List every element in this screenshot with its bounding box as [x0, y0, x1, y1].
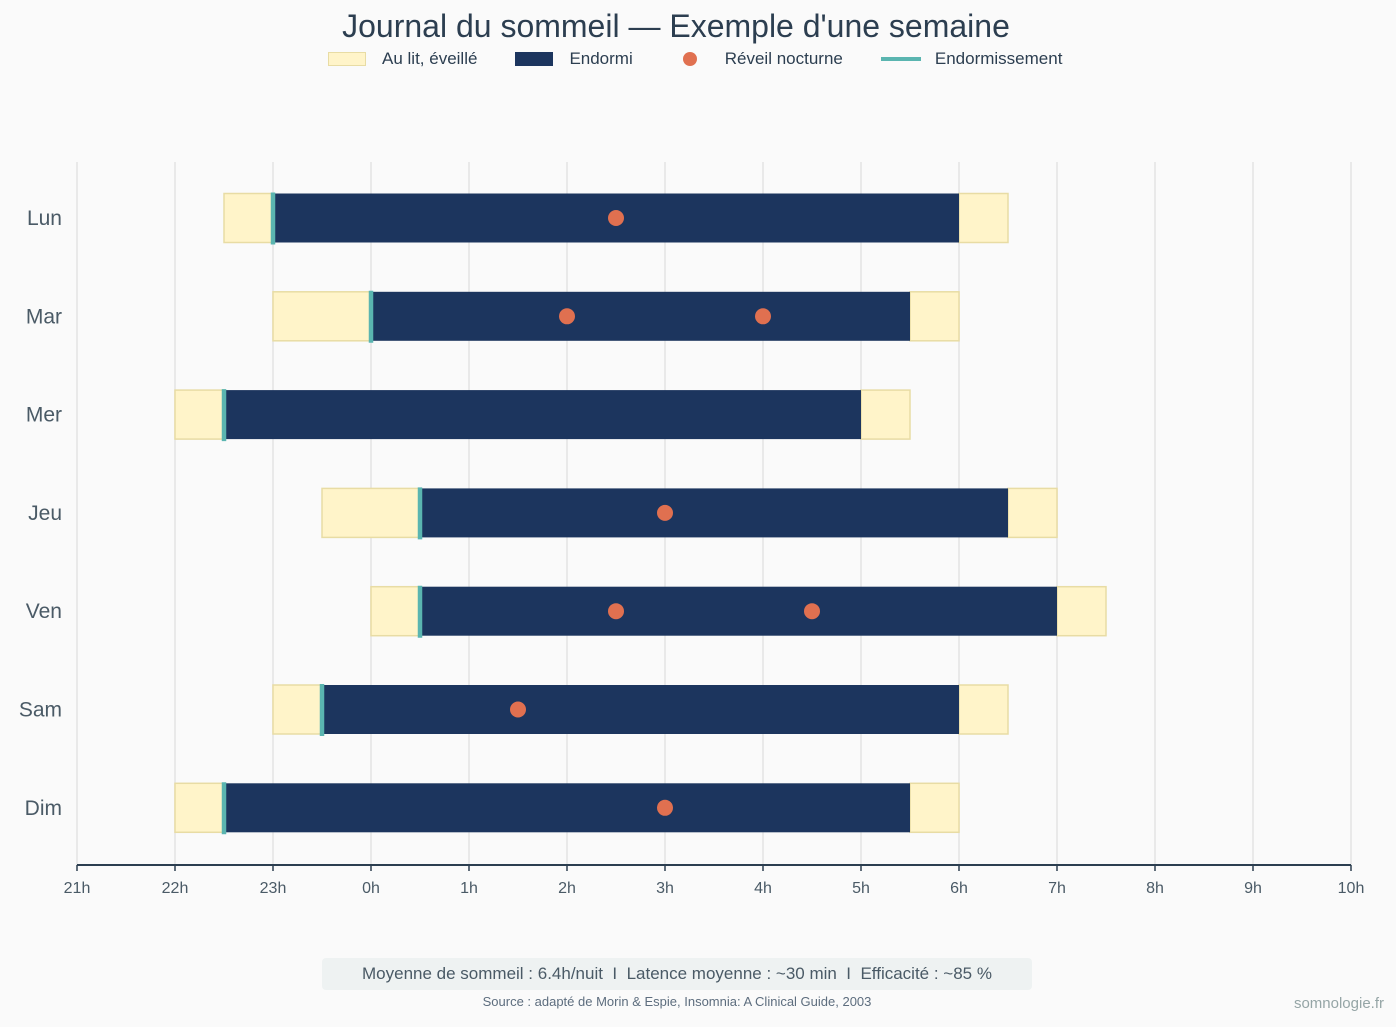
legend-swatch-in-bed-awake: [328, 52, 366, 66]
legend-item-in-bed-awake: Au lit, éveillé: [328, 49, 477, 69]
legend-swatch-asleep: [515, 52, 554, 66]
legend-swatch-night-waking: [671, 52, 709, 66]
bar-in-bed-after-wake: [909, 782, 960, 834]
bar-in-bed-after-wake: [860, 389, 911, 440]
chart-legend: Au lit, éveillé Endormi Réveil nocturne …: [328, 48, 1062, 70]
night-waking-point: [608, 210, 624, 226]
night-waking-point: [755, 308, 771, 325]
x-tick-label: 2h: [558, 880, 576, 897]
bar-in-bed-after-wake: [958, 684, 1009, 735]
day-label: Dim: [25, 797, 62, 820]
bar-in-bed-after-wake: [1007, 487, 1058, 539]
x-tick-label: 1h: [460, 880, 478, 897]
night-waking-point: [559, 308, 575, 325]
x-tick-label: 8h: [1146, 880, 1164, 897]
bar-asleep: [322, 685, 959, 734]
x-tick-label: 5h: [852, 880, 870, 897]
day-label: Sam: [19, 699, 62, 722]
x-tick-label: 4h: [754, 880, 772, 897]
x-tick-label: 22h: [162, 880, 189, 897]
day-label: Ven: [26, 600, 62, 623]
legend-label-night-waking: Réveil nocturne: [724, 49, 843, 68]
night-waking-point: [804, 603, 820, 620]
x-tick-label: 7h: [1048, 880, 1066, 897]
summary-box: Moyenne de sommeil : 6.4h/nuit I Latence…: [322, 958, 1032, 990]
legend-item-night-waking: Réveil nocturne: [671, 49, 843, 69]
bar-in-bed-before-sleep: [370, 585, 421, 637]
source-note: Source : adapté de Morin & Espie, Insomn…: [482, 994, 872, 1009]
bar-asleep: [224, 390, 861, 440]
chart-title: Journal du sommeil — Exemple d'une semai…: [342, 8, 1010, 44]
brand-watermark: somnologie.fr: [1293, 995, 1384, 1012]
x-tick-label: 9h: [1244, 880, 1262, 897]
legend-label-in-bed-awake: Au lit, éveillé: [382, 49, 478, 68]
bar-in-bed-before-sleep: [272, 684, 323, 735]
x-tick-label: 10h: [1338, 880, 1365, 897]
x-tick-label: 21h: [64, 880, 91, 897]
bar-asleep: [224, 783, 910, 833]
bar-asleep: [371, 291, 910, 341]
bar-in-bed-after-wake: [958, 192, 1009, 244]
legend-item-sleep-onset: Endormissement: [880, 49, 1063, 69]
legend-label-asleep: Endormi: [569, 49, 633, 68]
day-label: Lun: [27, 207, 62, 230]
day-label: Mer: [26, 404, 62, 427]
bar-in-bed-before-sleep: [272, 291, 372, 342]
night-waking-point: [608, 603, 624, 620]
x-tick-label: 23h: [260, 880, 287, 897]
night-waking-point: [510, 701, 526, 718]
bar-in-bed-before-sleep: [321, 487, 421, 539]
night-waking-point: [657, 799, 673, 816]
bar-asleep: [420, 488, 1008, 538]
day-label: Jeu: [28, 502, 62, 525]
x-tick-label: 6h: [950, 880, 968, 897]
bar-in-bed-before-sleep: [223, 192, 274, 244]
bar-in-bed-after-wake: [909, 291, 960, 342]
bar-in-bed-before-sleep: [174, 389, 225, 440]
x-tick-label: 0h: [362, 880, 380, 897]
legend-swatch-sleep-onset: [880, 57, 921, 61]
bar-in-bed-after-wake: [1056, 585, 1107, 637]
bar-asleep: [420, 586, 1057, 636]
legend-label-sleep-onset: Endormissement: [934, 49, 1063, 68]
x-tick-label: 3h: [656, 880, 674, 897]
legend-item-asleep: Endormi: [515, 49, 633, 69]
sleep-diary-chart: 21h 22h 23h 0h 1h 2h 3h 4h 5h 6h 7h 8h 9h 10h Lun Mar Me…: [19, 162, 1365, 897]
night-waking-point: [657, 504, 673, 521]
day-label: Mar: [26, 305, 62, 328]
bar-in-bed-before-sleep: [174, 782, 225, 834]
